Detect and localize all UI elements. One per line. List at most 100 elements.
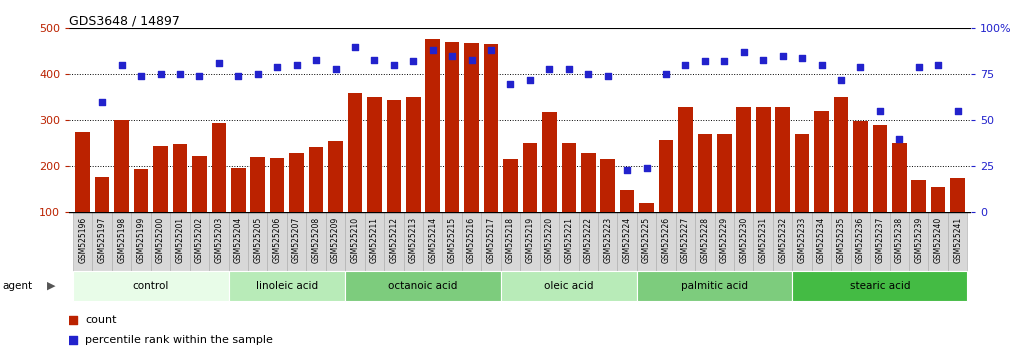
- Text: GSM525235: GSM525235: [836, 217, 845, 263]
- Point: [172, 72, 188, 77]
- Bar: [75, 132, 91, 212]
- Text: GSM525202: GSM525202: [195, 217, 204, 263]
- Point: [950, 108, 966, 114]
- Bar: [95, 177, 110, 212]
- Bar: [503, 160, 518, 212]
- Bar: [212, 123, 226, 212]
- Bar: [853, 121, 868, 212]
- Text: GSM525232: GSM525232: [778, 217, 787, 263]
- Bar: [289, 154, 304, 212]
- Point: [522, 77, 538, 83]
- Point: [775, 53, 791, 59]
- Bar: [309, 147, 323, 212]
- Text: GSM525201: GSM525201: [176, 217, 184, 263]
- Bar: [210, 212, 229, 271]
- Text: GSM525209: GSM525209: [331, 217, 340, 263]
- Point: [289, 62, 305, 68]
- Bar: [775, 108, 790, 212]
- Text: GSM525213: GSM525213: [409, 217, 418, 263]
- Bar: [481, 212, 500, 271]
- Bar: [659, 140, 673, 212]
- Bar: [792, 271, 967, 301]
- Text: GSM525239: GSM525239: [914, 217, 923, 263]
- Point: [619, 167, 636, 173]
- Text: GSM525203: GSM525203: [215, 217, 224, 263]
- Bar: [756, 107, 771, 212]
- Point: [483, 47, 499, 53]
- Text: stearic acid: stearic acid: [849, 281, 910, 291]
- Bar: [754, 212, 773, 271]
- Bar: [600, 160, 615, 212]
- Bar: [715, 212, 734, 271]
- Point: [697, 59, 713, 64]
- Bar: [384, 212, 404, 271]
- Bar: [306, 212, 325, 271]
- Bar: [892, 143, 906, 212]
- Point: [249, 72, 265, 77]
- Bar: [267, 212, 287, 271]
- Text: oleic acid: oleic acid: [544, 281, 594, 291]
- Point: [541, 66, 557, 72]
- Bar: [736, 107, 752, 212]
- Bar: [348, 93, 362, 212]
- Text: GSM525222: GSM525222: [584, 217, 593, 263]
- Text: GSM525226: GSM525226: [661, 217, 670, 263]
- Text: GSM525223: GSM525223: [603, 217, 612, 263]
- Bar: [404, 212, 423, 271]
- Text: GSM525218: GSM525218: [506, 217, 515, 263]
- Point: [814, 62, 830, 68]
- Text: GSM525217: GSM525217: [486, 217, 495, 263]
- Point: [94, 99, 110, 105]
- Bar: [773, 212, 792, 271]
- Text: GSM525240: GSM525240: [934, 217, 943, 263]
- Bar: [675, 212, 696, 271]
- Point: [327, 66, 344, 72]
- Bar: [500, 212, 521, 271]
- Point: [444, 53, 461, 59]
- Text: GSM525234: GSM525234: [817, 217, 826, 263]
- Bar: [890, 212, 909, 271]
- Bar: [950, 178, 965, 212]
- Bar: [345, 271, 500, 301]
- Text: GSM525219: GSM525219: [526, 217, 534, 263]
- Text: GSM525211: GSM525211: [370, 217, 379, 263]
- Text: linoleic acid: linoleic acid: [256, 281, 318, 291]
- Text: count: count: [85, 315, 117, 325]
- Text: GSM525197: GSM525197: [98, 217, 107, 263]
- Bar: [328, 141, 343, 212]
- Point: [794, 55, 811, 61]
- Bar: [500, 271, 637, 301]
- Point: [230, 73, 246, 79]
- Bar: [792, 212, 812, 271]
- Point: [910, 64, 926, 70]
- Point: [424, 47, 440, 53]
- Point: [639, 165, 655, 171]
- Bar: [131, 212, 151, 271]
- Bar: [834, 97, 848, 212]
- Bar: [73, 212, 93, 271]
- Point: [600, 73, 616, 79]
- Point: [133, 73, 149, 79]
- Text: GSM525229: GSM525229: [720, 217, 729, 263]
- Bar: [617, 212, 637, 271]
- Point: [270, 64, 286, 70]
- Text: GSM525231: GSM525231: [759, 217, 768, 263]
- Point: [405, 59, 421, 64]
- Bar: [579, 212, 598, 271]
- Point: [366, 57, 382, 62]
- Text: control: control: [132, 281, 169, 291]
- Point: [852, 64, 869, 70]
- Bar: [367, 97, 381, 212]
- Bar: [112, 212, 131, 271]
- Bar: [406, 97, 421, 212]
- Text: GSM525220: GSM525220: [545, 217, 554, 263]
- Bar: [229, 212, 248, 271]
- Text: GSM525207: GSM525207: [292, 217, 301, 263]
- Text: GSM525212: GSM525212: [390, 217, 399, 263]
- Point: [677, 62, 694, 68]
- Point: [464, 57, 480, 62]
- Text: GSM525233: GSM525233: [797, 217, 806, 263]
- Bar: [151, 212, 170, 271]
- Point: [347, 44, 363, 50]
- Bar: [637, 212, 656, 271]
